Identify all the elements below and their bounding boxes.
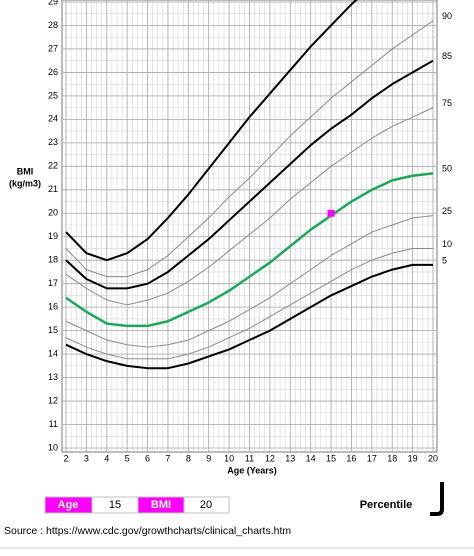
percentile-label: 75 <box>442 98 452 108</box>
percentile-curve <box>65 215 434 348</box>
y-tick-label: 11 <box>49 419 58 429</box>
y-tick-label: 17 <box>48 278 58 288</box>
y-tick-label: 25 <box>48 90 58 100</box>
y-tick-label: 29 <box>48 0 58 6</box>
hook-icon <box>430 482 444 516</box>
source: Source : https://www.cdc.gov/growthchart… <box>4 525 291 537</box>
y-tick-label: 10 <box>48 442 58 452</box>
percentile-curve <box>65 20 434 278</box>
bmi-value: 20 <box>200 499 212 511</box>
y-tick-label: 16 <box>48 302 58 312</box>
x-tick-label: 15 <box>326 453 336 463</box>
percentile-label: 25 <box>442 206 452 216</box>
x-tick-label: 17 <box>367 453 377 463</box>
x-tick-label: 6 <box>145 453 150 463</box>
y-tick-label: 27 <box>48 43 58 53</box>
x-tick-label: 7 <box>165 453 170 463</box>
y-tick-label: 23 <box>48 137 58 147</box>
y-tick-label: 28 <box>48 20 58 30</box>
age-value: 15 <box>109 499 121 511</box>
percentile-label: 50 <box>442 164 452 174</box>
percentile-curve <box>65 247 433 360</box>
percentile-label: 10 <box>442 239 452 249</box>
x-tick-label: 14 <box>306 453 316 463</box>
x-tick-label: 12 <box>265 453 275 463</box>
x-tick-label: 20 <box>428 453 438 463</box>
y-tick-label: 12 <box>48 395 58 405</box>
percentile-curve <box>65 172 434 328</box>
x-tick-label: 11 <box>245 453 254 463</box>
y-tick-label: 19 <box>48 231 58 241</box>
percentile-label: 90 <box>442 11 452 21</box>
grid <box>62 0 437 452</box>
y-axis-label: BMI <box>17 166 34 176</box>
x-tick-label: 16 <box>346 453 356 463</box>
percentile-curve <box>65 107 434 306</box>
x-tick-label: 2 <box>63 453 68 463</box>
percentile-curve <box>65 0 358 262</box>
y-tick-label: 15 <box>48 325 58 335</box>
x-tick-label: 4 <box>104 453 109 463</box>
y-tick-label: 13 <box>48 372 58 382</box>
x-axis-label: Age (Years) <box>227 465 277 475</box>
bmi-label: BMI <box>151 499 171 511</box>
y-axis-label: (kg/m3) <box>9 178 41 188</box>
percentile-label: 5 <box>442 255 447 265</box>
y-tick-label: 21 <box>48 184 58 194</box>
age-label: Age <box>58 499 79 511</box>
y-tick-label: 22 <box>48 161 58 171</box>
percentile-curve <box>65 263 433 370</box>
y-tick-label: 18 <box>48 255 58 265</box>
y-tick-label: 14 <box>48 348 58 358</box>
y-tick-label: 20 <box>48 208 58 218</box>
x-tick-label: 13 <box>285 453 295 463</box>
x-tick-label: 10 <box>224 453 234 463</box>
y-tick-label: 26 <box>48 67 58 77</box>
highlight-point <box>327 209 335 217</box>
bmi-value-box[interactable] <box>183 496 230 514</box>
curves <box>65 0 434 370</box>
percentile-curve <box>65 59 434 290</box>
legend-title: Percentile <box>360 499 413 511</box>
y-tick-label: 24 <box>48 114 58 124</box>
x-tick-label: 5 <box>125 453 130 463</box>
x-tick-label: 8 <box>186 453 191 463</box>
x-tick-label: 18 <box>387 453 397 463</box>
x-tick-label: 19 <box>408 453 418 463</box>
percentile-label: 85 <box>442 51 452 61</box>
x-tick-label: 3 <box>84 453 89 463</box>
x-tick-label: 9 <box>206 453 211 463</box>
